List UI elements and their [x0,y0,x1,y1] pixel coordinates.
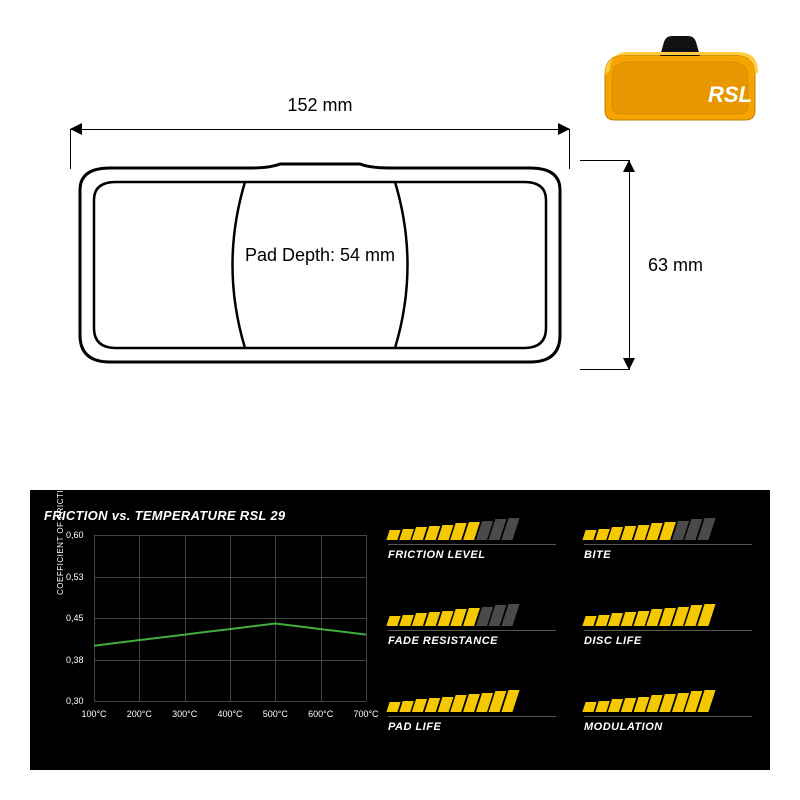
chart-ytick: 0,30 [66,696,84,706]
rating-bars [388,690,516,712]
rating-divider [388,716,556,717]
pad-depth-label: Pad Depth: 54 mm [70,245,570,266]
chart-ytick: 0,53 [66,572,84,582]
chart-y-axis-label: COEFFICIENT OF FRICTION [56,477,65,595]
technical-drawing-panel: RSL 152 mm Pad Depth: 54 mm 63 mm [0,0,800,470]
chart-xtick: 500°C [263,709,288,719]
friction-chart: FRICTION vs. TEMPERATURE RSL 29 COEFFICI… [30,490,370,770]
dimension-height: 63 mm [600,160,690,370]
rating-pad-life: PAD LIFE [388,690,556,752]
rating-bars [388,604,516,626]
rating-divider [388,544,556,545]
performance-panel: FRICTION vs. TEMPERATURE RSL 29 COEFFICI… [30,490,770,770]
rating-label: FADE RESISTANCE [388,635,498,647]
rating-bite: BITE [584,518,752,580]
ratings-grid: FRICTION LEVEL BITE FADE RESISTANCE DISC LI… [370,490,770,770]
chart-gridline-v [366,535,367,701]
rating-bars [388,518,516,540]
rating-bars [584,518,712,540]
rating-modulation: MODULATION [584,690,752,752]
rating-friction-level: FRICTION LEVEL [388,518,556,580]
brake-pad-illustration: RSL [605,36,758,120]
chart-gridline-h [94,701,366,702]
chart-xtick: 600°C [308,709,333,719]
chart-xtick: 300°C [172,709,197,719]
rating-divider [584,630,752,631]
rating-bars [584,604,712,626]
rating-label: MODULATION [584,721,663,733]
chart-plot-area: COEFFICIENT OF FRICTION 0,600,530,450,38… [66,535,366,725]
brand-text: RSL [708,82,752,107]
rating-divider [584,716,752,717]
dimension-width-label: 152 mm [70,95,570,116]
rating-label: FRICTION LEVEL [388,549,485,561]
chart-ytick: 0,45 [66,613,84,623]
rating-label: PAD LIFE [388,721,441,733]
rating-divider [388,630,556,631]
chart-xtick: 700°C [353,709,378,719]
dimension-width: 152 mm [70,95,570,140]
rating-divider [584,544,752,545]
product-image: RSL [590,20,770,140]
chart-ytick: 0,38 [66,655,84,665]
chart-xtick: 100°C [81,709,106,719]
rating-disc-life: DISC LIFE [584,604,752,666]
chart-title: FRICTION vs. TEMPERATURE RSL 29 [44,508,360,523]
friction-curve-line [94,535,366,701]
dimension-height-line [620,160,640,370]
rating-label: BITE [584,549,611,561]
chart-xtick: 200°C [127,709,152,719]
rating-bars [584,690,712,712]
rating-fade-resistance: FADE RESISTANCE [388,604,556,666]
chart-xtick: 400°C [217,709,242,719]
rating-label: DISC LIFE [584,635,642,647]
dimension-height-label: 63 mm [648,255,703,276]
chart-ytick: 0,60 [66,530,84,540]
dimension-width-line [70,120,570,140]
